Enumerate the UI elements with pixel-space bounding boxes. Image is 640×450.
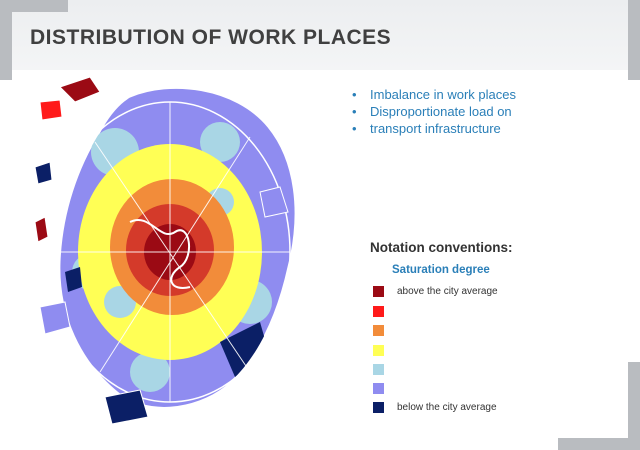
bullet-list: Imbalance in work places Disproportionat… [352,86,516,137]
bullet-item: Disproportionate load on [352,103,516,120]
legend-swatch-6 [373,383,384,394]
outlying-region [104,389,149,425]
corner-decoration [0,0,68,12]
choropleth-map [34,76,296,425]
legend-swatch-4 [373,345,384,356]
legend-label-7: below the city average [397,402,497,413]
legend-swatch-2 [373,306,384,317]
outlying-region [39,301,71,335]
corner-decoration [628,362,640,450]
legend-swatch-1 [373,286,384,297]
city-map [20,72,320,444]
legend-title: Notation conventions: [370,240,513,255]
legend-subtitle: Saturation degree [392,264,490,276]
corner-decoration [558,438,640,450]
corner-decoration [628,0,640,80]
outlying-region [34,161,53,185]
bullet-item: Imbalance in work places [352,86,516,103]
outlying-region [59,76,101,103]
legend-swatch-7 [373,402,384,413]
legend-swatch-3 [373,325,384,336]
outlying-region [34,216,49,243]
outlying-region [39,99,63,121]
page-title: DISTRIBUTION OF WORK PLACES [30,26,392,49]
header-band [0,0,640,70]
legend-swatch-5 [373,364,384,375]
bullet-item: transport infrastructure [352,120,516,137]
corner-decoration [0,0,12,80]
legend-label-1: above the city average [397,286,498,297]
outlying-region [259,186,289,218]
